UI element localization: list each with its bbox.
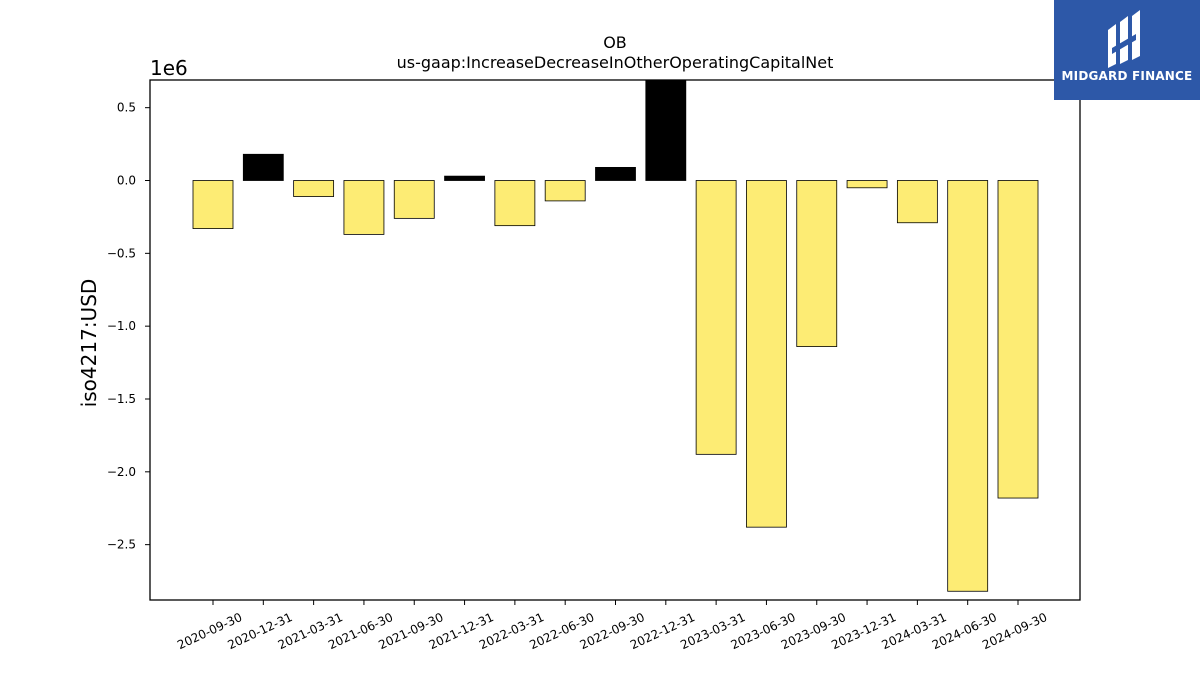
bar-2021-03-31 xyxy=(293,180,335,197)
y-tick-label: −0.5 xyxy=(107,246,136,260)
bar-2023-12-31 xyxy=(846,180,888,189)
bar-2021-09-30 xyxy=(393,180,435,219)
y-axis-label: iso4217:USD xyxy=(77,279,101,408)
bar-2023-03-31 xyxy=(695,180,737,455)
logo-text: MIDGARD FINANCE xyxy=(1061,69,1193,83)
chart-subtitle: us-gaap:IncreaseDecreaseInOtherOperating… xyxy=(397,53,834,72)
bar-2024-06-30 xyxy=(947,180,989,592)
bars-group xyxy=(192,79,1039,592)
bar-2022-06-30 xyxy=(544,180,586,202)
bar-2023-06-30 xyxy=(746,180,787,528)
bar-2020-12-31 xyxy=(242,153,284,181)
y-tick-label: −1.0 xyxy=(107,319,136,333)
midgard-finance-logo: MIDGARD FINANCE xyxy=(1054,0,1200,100)
bar-2023-09-30 xyxy=(796,180,838,347)
chart-title: OB xyxy=(603,33,627,52)
y-tick-label: −2.0 xyxy=(107,465,136,479)
y-axis-ticks: 0.5 0.0 −0.5 −1.0 −1.5 −2.0 −2.5 xyxy=(107,101,150,552)
midgard-logo-icon xyxy=(1108,10,1140,68)
y-multiplier: 1e6 xyxy=(150,56,188,80)
bar-2021-12-31 xyxy=(444,175,485,181)
bar-2022-03-31 xyxy=(494,180,536,227)
bar-2022-12-31 xyxy=(645,79,687,181)
y-tick-label: −1.5 xyxy=(107,392,136,406)
x-axis-ticks: 2020-09-302020-12-312021-03-312021-06-30… xyxy=(175,600,1049,652)
plot-frame xyxy=(149,79,1081,601)
bar-2024-03-31 xyxy=(896,180,938,224)
y-tick-label: −2.5 xyxy=(107,538,136,552)
y-tick-label: 0.0 xyxy=(117,174,136,188)
bar-2024-09-30 xyxy=(997,180,1039,499)
y-tick-label: 0.5 xyxy=(117,101,136,115)
bar-2022-09-30 xyxy=(595,166,636,181)
bar-2020-09-30 xyxy=(192,180,234,229)
bar-2021-06-30 xyxy=(343,180,385,235)
